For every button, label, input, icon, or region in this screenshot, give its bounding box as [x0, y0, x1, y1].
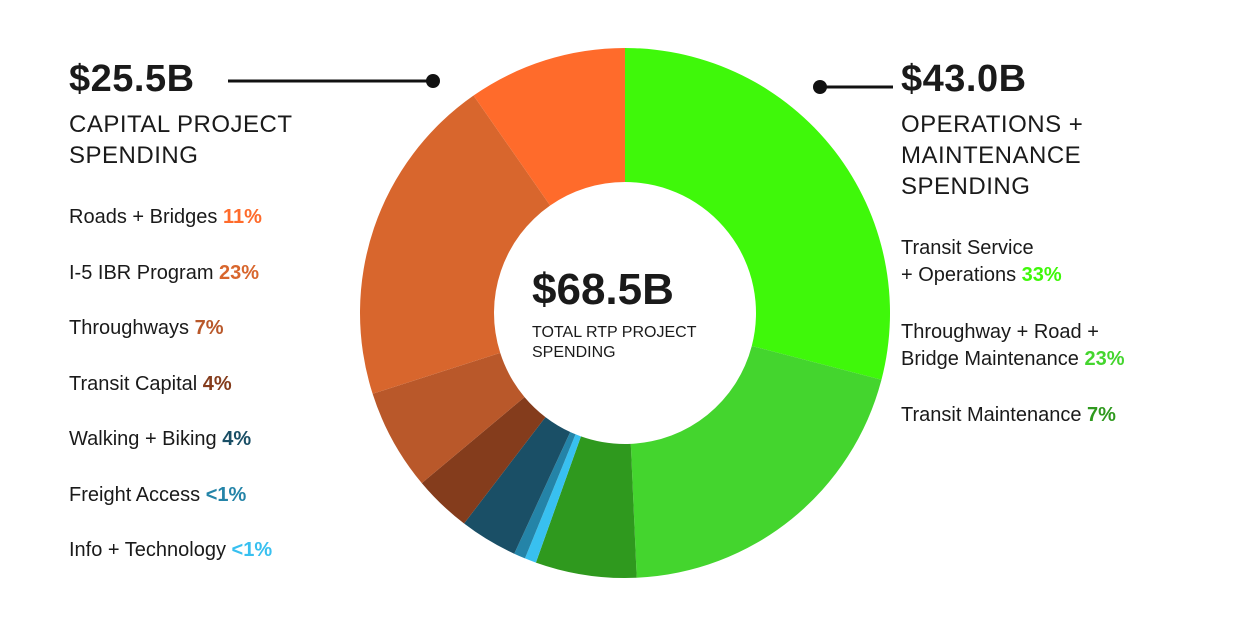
- legend-item-label: I-5 IBR Program: [69, 262, 214, 284]
- legend-item-label: Info + Technology: [69, 539, 226, 561]
- legend-item-label: Walking + Biking: [69, 428, 217, 450]
- legend-item-label: Transit Maintenance: [901, 404, 1082, 426]
- legend-item-label: Transit Capital: [69, 373, 198, 395]
- capital-heading: CAPITAL PROJECT SPENDING: [69, 111, 293, 169]
- operations-leader-dot: [813, 80, 827, 94]
- operations-heading: OPERATIONS + MAINTENANCE SPENDING: [901, 111, 1084, 200]
- donut-slice-walking-biking: [464, 417, 571, 554]
- operations-total: $43.0B: [901, 58, 1027, 100]
- legend-item-label: Transit Service: [901, 237, 1034, 259]
- donut-slice-transit-service-operations: [625, 48, 890, 380]
- legend-item-label: Throughway + Road +: [901, 321, 1099, 343]
- legend-item-label: Freight Access: [69, 484, 201, 506]
- donut-slice-transit-maintenance: [535, 436, 637, 578]
- donut-slice-freight-access: [514, 431, 576, 559]
- legend-item: Info + Technology <1%: [69, 537, 272, 564]
- capital-total: $25.5B: [69, 58, 195, 100]
- legend-item-percent: 4%: [222, 428, 252, 450]
- legend-item-percent: 11%: [222, 206, 262, 228]
- legend-item-percent: 33%: [1021, 264, 1062, 286]
- legend-item: Throughways 7%: [69, 315, 224, 342]
- legend-item-label: Throughways: [69, 317, 190, 339]
- capital-leader-dot: [426, 74, 440, 88]
- donut-slice-roads-bridges: [473, 48, 625, 206]
- legend-item: Throughway + Road + Bridge Maintenance 23…: [901, 319, 1124, 373]
- donut-slice-i-5-ibr-program: [359, 95, 551, 394]
- legend-item-percent: 7%: [194, 317, 224, 339]
- center-label: TOTAL RTP PROJECT SPENDING: [532, 324, 697, 361]
- center-total: $68.5B: [532, 265, 674, 314]
- legend-item: Transit Service + Operations 33%: [901, 235, 1062, 289]
- donut-slice-throughways: [372, 352, 525, 484]
- legend-item-percent: <1%: [205, 484, 247, 506]
- legend-item: Walking + Biking 4%: [69, 426, 251, 453]
- legend-item-label: Bridge Maintenance: [901, 348, 1079, 370]
- legend-item: Transit Maintenance 7%: [901, 402, 1116, 429]
- legend-item: Transit Capital 4%: [69, 371, 232, 398]
- legend-item: Freight Access <1%: [69, 482, 246, 509]
- legend-item-percent: 4%: [202, 373, 232, 395]
- legend-item-percent: <1%: [231, 539, 273, 561]
- legend-item: Roads + Bridges 11%: [69, 204, 262, 231]
- legend-item-percent: 23%: [1084, 348, 1125, 370]
- donut-slice-info-technology: [524, 434, 581, 563]
- donut-slice-throughway-road-bridge-maintenance: [630, 345, 882, 578]
- legend-item-percent: 7%: [1087, 404, 1116, 426]
- donut-slice-transit-capital: [421, 397, 546, 524]
- legend-item: I-5 IBR Program 23%: [69, 260, 259, 287]
- legend-item-label: + Operations: [901, 264, 1017, 286]
- legend-item-label: Roads + Bridges: [69, 206, 218, 228]
- legend-item-percent: 23%: [219, 262, 260, 284]
